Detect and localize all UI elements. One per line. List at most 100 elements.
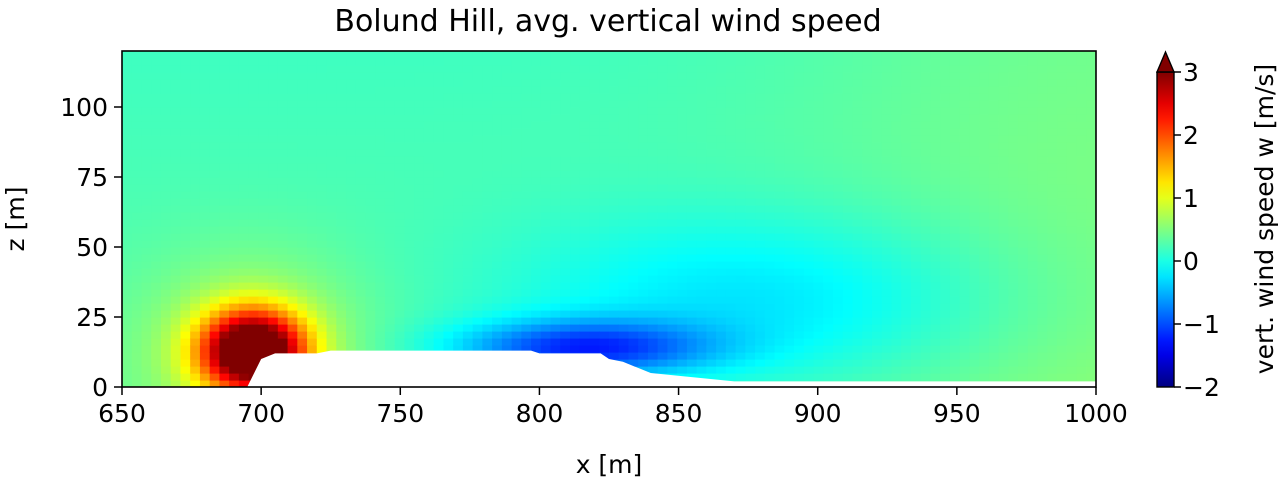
heatmap-cell xyxy=(131,198,143,206)
heatmap-cell xyxy=(979,205,990,213)
heatmap-cell xyxy=(258,310,269,318)
heatmap-cell xyxy=(998,128,1009,136)
heatmap-cell xyxy=(988,198,1000,206)
heatmap-cell xyxy=(628,303,639,311)
heatmap-cell xyxy=(219,135,230,143)
heatmap-cell xyxy=(647,72,659,80)
heatmap-cell xyxy=(930,289,941,297)
heatmap-cell xyxy=(628,184,639,192)
heatmap-cell xyxy=(599,212,610,220)
heatmap-cell xyxy=(209,240,220,248)
heatmap-cell xyxy=(287,205,298,213)
heatmap-cell xyxy=(891,359,902,367)
heatmap-cell xyxy=(920,198,932,206)
heatmap-cell xyxy=(988,247,1000,255)
heatmap-cell xyxy=(414,72,425,80)
heatmap-cell xyxy=(949,261,961,269)
heatmap-cell xyxy=(560,240,571,248)
heatmap-cell xyxy=(277,226,289,234)
heatmap-cell xyxy=(141,107,152,115)
heatmap-cell xyxy=(677,198,688,206)
heatmap-cell xyxy=(414,268,425,276)
heatmap-cell xyxy=(745,359,756,367)
heatmap-cell xyxy=(579,184,591,192)
heatmap-cell xyxy=(131,149,143,157)
heatmap-cell xyxy=(1027,219,1039,227)
heatmap-cell xyxy=(910,247,922,255)
heatmap-cell xyxy=(979,163,990,171)
heatmap-cell xyxy=(891,51,902,59)
heatmap-cell xyxy=(160,128,172,136)
heatmap-cell xyxy=(686,352,698,360)
heatmap-cell xyxy=(755,219,766,227)
heatmap-cell xyxy=(248,240,259,248)
heatmap-cell xyxy=(1057,51,1068,59)
heatmap-cell xyxy=(755,128,766,136)
heatmap-cell xyxy=(307,51,318,59)
heatmap-cell xyxy=(638,198,649,206)
heatmap-cell xyxy=(618,121,630,129)
heatmap-cell xyxy=(979,86,990,94)
heatmap-cell xyxy=(667,128,678,136)
heatmap-cell xyxy=(920,261,932,269)
heatmap-cell xyxy=(803,275,815,283)
heatmap-cell xyxy=(609,317,620,325)
heatmap-cell xyxy=(1008,149,1019,157)
heatmap-cell xyxy=(219,156,230,164)
heatmap-cell xyxy=(160,86,172,94)
heatmap-cell xyxy=(462,65,474,73)
heatmap-cell xyxy=(609,128,620,136)
heatmap-cell xyxy=(745,72,756,80)
heatmap-cell xyxy=(472,289,483,297)
heatmap-cell xyxy=(414,170,425,178)
heatmap-cell xyxy=(677,163,688,171)
heatmap-cell xyxy=(579,205,591,213)
heatmap-cell xyxy=(511,58,522,66)
heatmap-cell xyxy=(647,268,659,276)
heatmap-cell xyxy=(443,51,454,59)
heatmap-cell xyxy=(609,268,620,276)
colorbar-gradient xyxy=(1156,71,1175,388)
heatmap-cell xyxy=(258,275,269,283)
heatmap-cell xyxy=(170,233,182,241)
heatmap-cell xyxy=(131,345,143,353)
heatmap-cell xyxy=(209,149,220,157)
heatmap-cell xyxy=(969,177,980,185)
heatmap-cell xyxy=(969,58,980,66)
heatmap-cell xyxy=(531,205,542,213)
heatmap-cell xyxy=(443,240,454,248)
heatmap-cell xyxy=(803,359,815,367)
heatmap-cell xyxy=(355,170,367,178)
heatmap-cell xyxy=(482,212,493,220)
heatmap-cell xyxy=(881,331,893,339)
heatmap-cell xyxy=(842,310,854,318)
heatmap-cell xyxy=(365,226,376,234)
heatmap-cell xyxy=(794,184,805,192)
heatmap-cell xyxy=(618,345,630,353)
heatmap-cell xyxy=(433,79,445,87)
heatmap-cell xyxy=(1076,142,1087,150)
heatmap-cell xyxy=(579,114,591,122)
heatmap-cell xyxy=(316,205,328,213)
heatmap-cell xyxy=(706,282,717,290)
heatmap-cell xyxy=(219,86,230,94)
heatmap-cell xyxy=(852,268,863,276)
heatmap-cell xyxy=(1027,114,1039,122)
heatmap-cell xyxy=(375,128,386,136)
heatmap-cell xyxy=(160,51,172,59)
heatmap-cell xyxy=(764,317,776,325)
heatmap-cell xyxy=(346,317,357,325)
heatmap-cell xyxy=(628,86,639,94)
heatmap-cell xyxy=(910,184,922,192)
heatmap-cell xyxy=(716,289,727,297)
heatmap-cell xyxy=(979,72,990,80)
heatmap-cell xyxy=(151,352,162,360)
heatmap-cell xyxy=(336,219,347,227)
heatmap-cell xyxy=(706,114,717,122)
heatmap-cell xyxy=(336,345,347,353)
heatmap-cell xyxy=(657,114,669,122)
heatmap-cell xyxy=(813,268,824,276)
heatmap-cell xyxy=(716,177,727,185)
heatmap-cell xyxy=(414,86,425,94)
heatmap-cell xyxy=(599,177,610,185)
